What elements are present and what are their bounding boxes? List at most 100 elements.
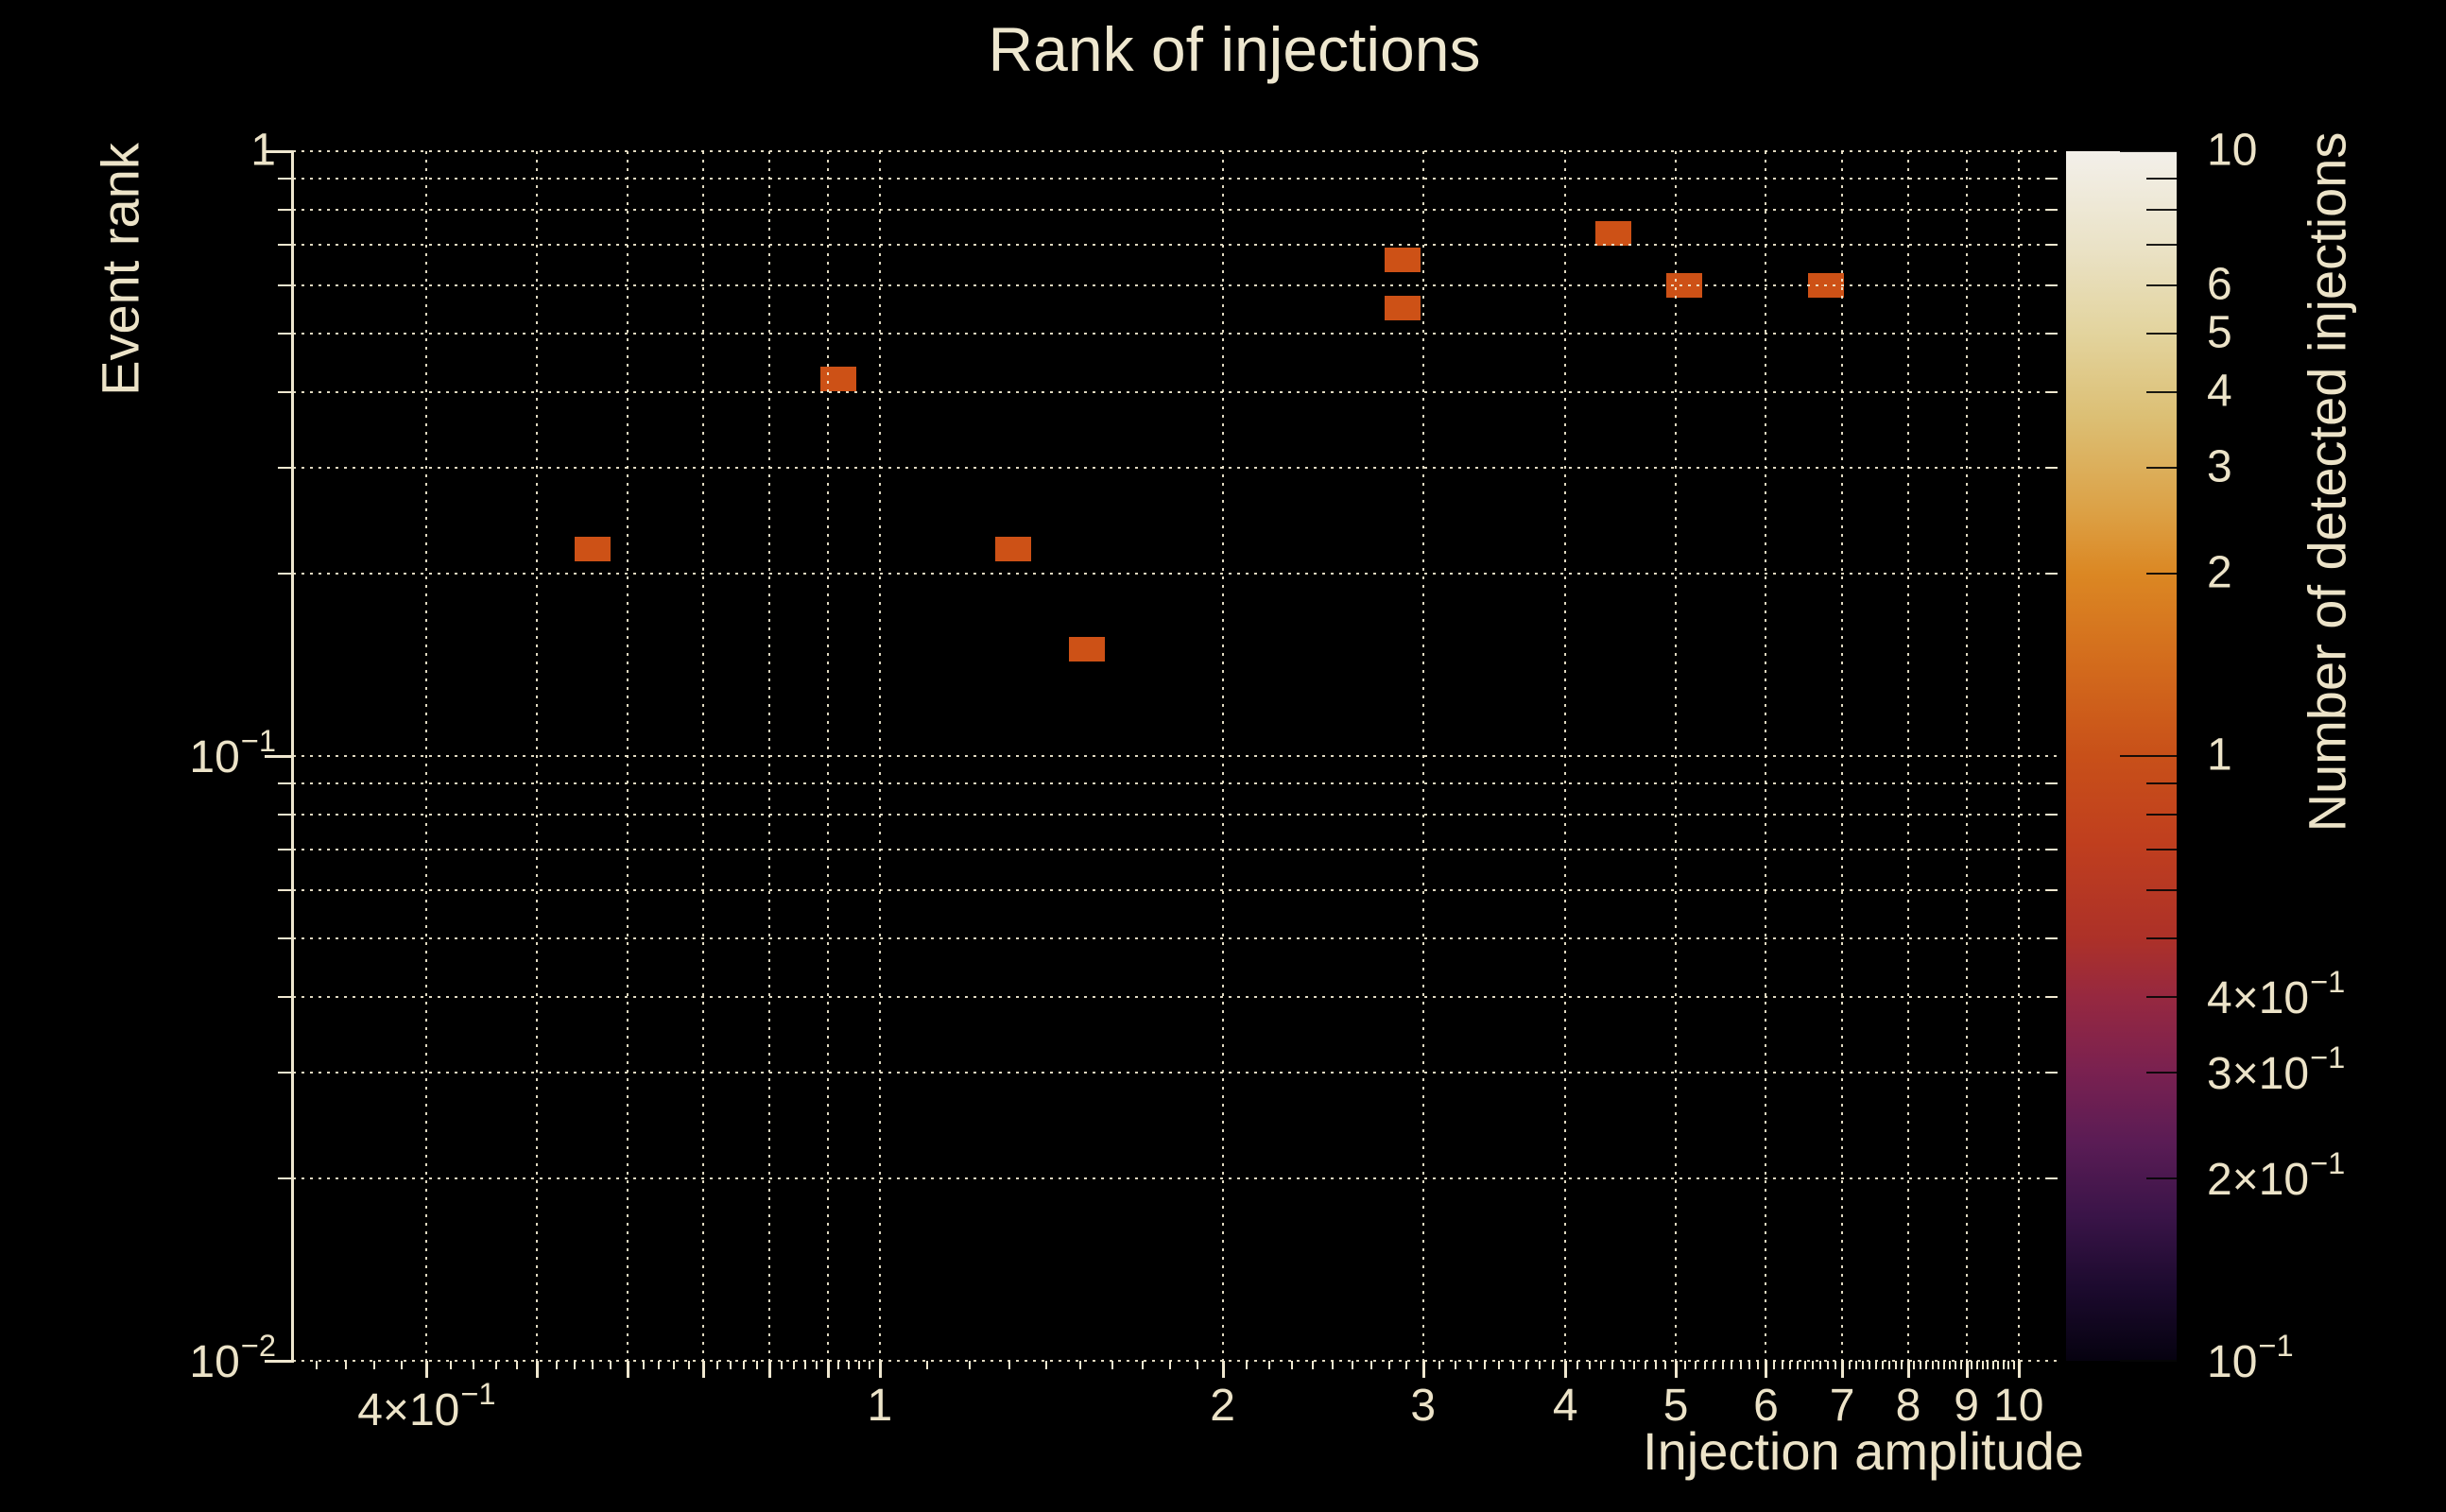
heat-bin xyxy=(1068,637,1105,662)
x-minor-tick xyxy=(1931,1361,1934,1369)
x-minor-tick xyxy=(1498,1361,1501,1369)
x-minor-tick xyxy=(1484,1361,1487,1369)
x-minor-tick xyxy=(1882,1361,1885,1369)
x-minor-tick xyxy=(1611,1361,1614,1369)
y-minor-tick xyxy=(278,849,293,851)
x-minor-tick xyxy=(555,1361,558,1369)
colorbar-tick-label: 2×10−1 xyxy=(2207,1145,2346,1206)
y-minor-tick-right xyxy=(2046,849,2058,851)
y-minor-tick xyxy=(278,814,293,816)
x-minor-tick xyxy=(1756,1361,1759,1369)
x-minor-tick xyxy=(1913,1361,1916,1369)
x-minor-tick xyxy=(1633,1361,1636,1369)
x-minor-tick xyxy=(1369,1361,1372,1369)
x-minor-tick xyxy=(730,1361,732,1369)
x-tick-label: 1 xyxy=(867,1381,893,1431)
x-minor-tick xyxy=(1797,1361,1800,1369)
x-minor-tick xyxy=(1664,1361,1667,1369)
x-minor-tick xyxy=(1694,1361,1697,1369)
x-minor-tick xyxy=(688,1361,691,1369)
y-minor-tick-right xyxy=(2046,1071,2058,1074)
colorbar-minor-tick xyxy=(2146,178,2177,180)
y-minor-tick-right xyxy=(2046,284,2058,286)
x-minor-tick xyxy=(848,1361,851,1369)
x-minor-tick xyxy=(1196,1361,1198,1369)
colorbar-title: Number of detected injections xyxy=(2297,131,2357,833)
x-minor-tick xyxy=(743,1361,746,1369)
x-minor-tick xyxy=(1469,1361,1472,1369)
x-minor-tick xyxy=(1919,1361,1921,1369)
x-minor-tick xyxy=(1937,1361,1939,1369)
y-minor-tick xyxy=(278,466,293,469)
y-minor-tick-right xyxy=(2046,1177,2058,1180)
colorbar-minor-tick xyxy=(2146,244,2177,247)
gridline-y xyxy=(293,244,2058,247)
y-minor-tick-right xyxy=(2046,936,2058,939)
x-tick xyxy=(1965,1361,1969,1378)
x-minor-tick xyxy=(1268,1361,1271,1369)
x-tick-label: 6 xyxy=(1753,1381,1779,1431)
x-minor-tick xyxy=(1721,1361,1724,1369)
x-minor-tick xyxy=(1512,1361,1515,1369)
y-minor-tick xyxy=(278,936,293,939)
x-minor-tick xyxy=(815,1361,818,1369)
x-minor-tick xyxy=(2007,1361,2010,1369)
x-minor-tick xyxy=(1008,1361,1011,1369)
x-minor-tick xyxy=(1971,1361,1973,1369)
gridline-y xyxy=(293,936,2058,939)
x-minor-tick xyxy=(1169,1361,1172,1369)
colorbar-tick-label: 6 xyxy=(2207,259,2232,310)
y-minor-tick-right xyxy=(2046,209,2058,212)
x-minor-tick xyxy=(1351,1361,1353,1369)
gridline-y xyxy=(293,150,2058,152)
colorbar-tick-label: 10 xyxy=(2207,125,2258,176)
gridline-y xyxy=(293,1177,2058,1180)
x-minor-tick xyxy=(473,1361,475,1369)
gridline-y xyxy=(293,814,2058,816)
y-tick-label: 10−2 xyxy=(189,1328,276,1388)
x-minor-tick xyxy=(969,1361,972,1369)
y-minor-tick xyxy=(278,178,293,180)
x-minor-tick xyxy=(1812,1361,1815,1369)
x-minor-tick xyxy=(1576,1361,1579,1369)
gridline-y xyxy=(293,390,2058,393)
x-minor-tick xyxy=(1773,1361,1776,1369)
x-minor-tick xyxy=(1290,1361,1293,1369)
colorbar-tick xyxy=(2146,995,2177,998)
chart-title: Rank of injections xyxy=(988,14,1481,84)
x-tick xyxy=(1765,1361,1768,1378)
x-tick xyxy=(1221,1361,1225,1378)
x-minor-tick xyxy=(781,1361,783,1369)
gridline-y xyxy=(293,849,2058,851)
x-minor-tick xyxy=(1684,1361,1687,1369)
colorbar-tick xyxy=(2146,390,2177,393)
x-minor-tick xyxy=(1925,1361,1928,1369)
x-tick xyxy=(626,1361,629,1378)
x-minor-tick xyxy=(1834,1361,1836,1369)
x-tick-label: 4 xyxy=(1552,1381,1578,1431)
x-minor-tick xyxy=(1875,1361,1878,1369)
x-minor-tick xyxy=(1942,1361,1945,1369)
x-minor-tick xyxy=(715,1361,718,1369)
colorbar-tick-label: 3 xyxy=(2207,441,2232,492)
x-minor-tick xyxy=(1588,1361,1591,1369)
colorbar-minor-tick xyxy=(2146,814,2177,816)
y-minor-tick xyxy=(278,888,293,891)
x-minor-tick xyxy=(642,1361,645,1369)
x-minor-tick xyxy=(1405,1361,1407,1369)
heat-bin xyxy=(820,367,857,392)
y-minor-tick xyxy=(278,782,293,785)
x-tick xyxy=(768,1361,772,1378)
x-minor-tick xyxy=(1976,1361,1979,1369)
colorbar-tick xyxy=(2146,573,2177,576)
x-minor-tick xyxy=(1826,1361,1829,1369)
y-tick xyxy=(265,755,293,758)
x-tick-label: 3 xyxy=(1410,1381,1437,1431)
y-minor-tick-right xyxy=(2046,888,2058,891)
x-minor-tick xyxy=(1525,1361,1528,1369)
y-minor-tick xyxy=(278,390,293,393)
y-minor-tick-right xyxy=(2046,814,2058,816)
x-minor-tick xyxy=(315,1361,318,1369)
x-minor-tick xyxy=(1901,1361,1903,1369)
x-minor-tick xyxy=(1438,1361,1440,1369)
